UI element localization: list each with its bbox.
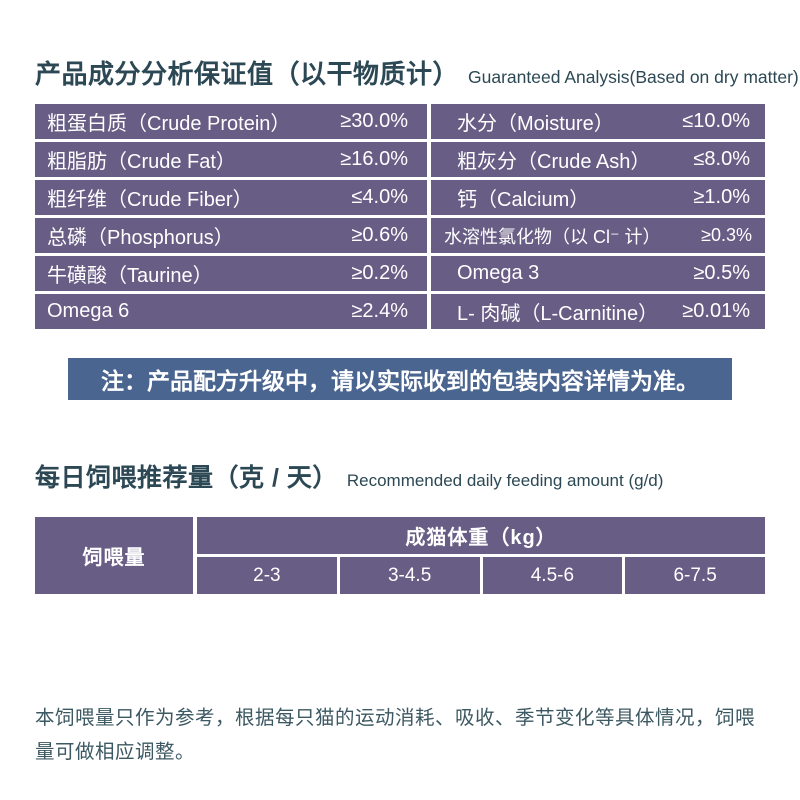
analysis-row-moisture: 水分（Moisture） ≤10.0% [431,104,765,139]
analysis-value: ≥2.4% [351,300,408,322]
analysis-value: ≤8.0% [693,148,750,170]
analysis-value: ≥0.6% [351,224,408,246]
notice-text: 注：产品配方升级中，请以实际收到的包装内容详情为准。 [101,368,699,394]
analysis-label: 牛磺酸（Taurine） [47,265,213,287]
analysis-label: 水溶性氯化物（以 Cl⁻ 计） [444,226,661,247]
weight-col-3-4.5: 3-4.5 [339,557,480,594]
analysis-value: ≥0.3% [701,225,752,245]
feeding-footnote: 本饲喂量只作为参考，根据每只猫的运动消耗、吸收、季节变化等具体情况，饲喂量可做相… [35,707,756,763]
guaranteed-analysis-title: 产品成分分析保证值（以干物质计） Guaranteed Analysis(Bas… [35,54,799,91]
analysis-label: 总磷（Phosphorus） [47,227,234,249]
analysis-row-omega3: Omega 3 ≥0.5% [431,256,765,291]
analysis-label: 粗脂肪（Crude Fat） [47,151,236,173]
analysis-left-column: 粗蛋白质（Crude Protein） ≥30.0% 粗脂肪（Crude Fat… [35,104,427,329]
weight-col-6-7.5: 6-7.5 [625,557,765,594]
analysis-row-phosphorus: 总磷（Phosphorus） ≥0.6% [35,218,427,253]
analysis-row-crude-protein: 粗蛋白质（Crude Protein） ≥30.0% [35,104,427,139]
weight-col-2-3: 2-3 [197,557,337,594]
analysis-row-crude-ash: 粗灰分（Crude Ash） ≤8.0% [431,142,765,177]
analysis-label: 粗纤维（Crude Fiber） [47,189,253,211]
analysis-row-omega6: Omega 6 ≥2.4% [35,294,427,329]
feeding-row-header: 饲喂量 [35,517,193,594]
analysis-label: L- 肉碱（L-Carnitine） [457,303,659,325]
analysis-label: 水分（Moisture） [457,113,614,135]
analysis-row-calcium: 钙（Calcium） ≥1.0% [431,180,765,215]
feeding-amount-title: 每日饲喂推荐量（克 / 天） Recommended daily feeding… [35,458,663,494]
analysis-label: Omega 3 [457,262,540,284]
guaranteed-analysis-table: 粗蛋白质（Crude Protein） ≥30.0% 粗脂肪（Crude Fat… [35,104,765,329]
feeding-amount-title-cn: 每日饲喂推荐量（克 / 天） [35,464,338,492]
analysis-label: Omega 6 [47,300,130,322]
feeding-table: 饲喂量 成猫体重（kg） 2-3 3-4.5 4.5-6 6-7.5 [35,517,765,594]
analysis-value: ≥16.0% [340,148,408,170]
weight-col-4.5-6: 4.5-6 [482,557,623,594]
feeding-table-right: 成猫体重（kg） 2-3 3-4.5 4.5-6 6-7.5 [197,517,765,594]
analysis-label: 粗灰分（Crude Ash） [457,151,651,173]
analysis-value: ≥0.5% [693,262,750,284]
analysis-row-taurine: 牛磺酸（Taurine） ≥0.2% [35,256,427,291]
analysis-value: ≥1.0% [693,186,750,208]
analysis-row-chloride: 水溶性氯化物（以 Cl⁻ 计） ≥0.3% [431,218,765,253]
analysis-label: 钙（Calcium） [457,189,590,211]
analysis-value: ≤4.0% [351,186,408,208]
analysis-value: ≥0.01% [682,300,750,322]
guaranteed-analysis-title-cn: 产品成分分析保证值（以干物质计） [35,59,460,89]
analysis-right-column: 水分（Moisture） ≤10.0% 粗灰分（Crude Ash） ≤8.0%… [431,104,765,329]
cat-weight-group-header: 成猫体重（kg） [197,517,765,554]
analysis-label: 粗蛋白质（Crude Protein） [47,113,291,135]
analysis-row-crude-fat: 粗脂肪（Crude Fat） ≥16.0% [35,142,427,177]
analysis-row-l-carnitine: L- 肉碱（L-Carnitine） ≥0.01% [431,294,765,329]
analysis-value: ≤10.0% [682,110,750,132]
formula-upgrade-notice: 注：产品配方升级中，请以实际收到的包装内容详情为准。 [68,358,732,400]
analysis-value: ≥30.0% [340,110,408,132]
weight-range-row: 2-3 3-4.5 4.5-6 6-7.5 [197,557,765,594]
guaranteed-analysis-title-en: Guaranteed Analysis(Based on dry matter) [468,67,799,87]
analysis-value: ≥0.2% [351,262,408,284]
analysis-row-crude-fiber: 粗纤维（Crude Fiber） ≤4.0% [35,180,427,215]
feeding-amount-title-en: Recommended daily feeding amount (g/d) [346,471,664,490]
